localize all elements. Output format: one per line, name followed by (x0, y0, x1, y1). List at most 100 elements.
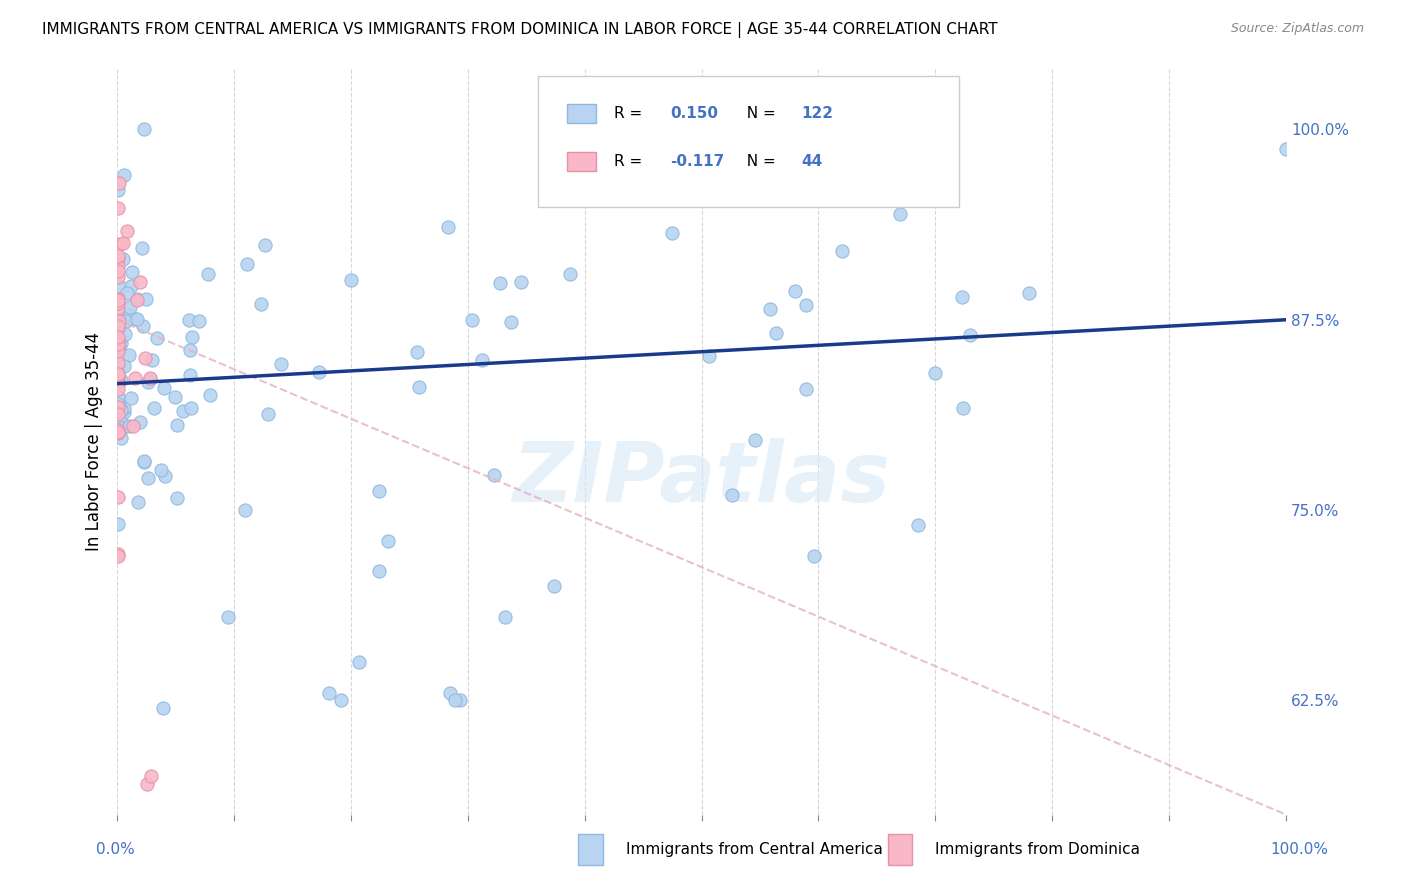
Point (118, 348, 141, 362)
Point (794, 382, 817, 396)
Point (107, 301, 129, 315)
Point (270, 357, 292, 371)
Point (180, 329, 202, 343)
Point (721, 488, 744, 502)
Point (107, 370, 129, 384)
Point (329, 693, 352, 707)
Point (501, 315, 523, 329)
Point (449, 693, 471, 707)
Point (408, 379, 430, 393)
Point (783, 284, 806, 298)
Point (179, 343, 201, 358)
Point (131, 241, 153, 255)
Point (135, 293, 157, 307)
Point (107, 423, 129, 437)
Point (112, 405, 135, 419)
Point (107, 259, 129, 273)
Point (257, 408, 280, 422)
Point (444, 693, 467, 707)
Point (107, 547, 129, 561)
Point (107, 336, 129, 351)
FancyBboxPatch shape (567, 104, 596, 122)
Point (166, 417, 188, 432)
Point (114, 314, 136, 328)
Point (110, 416, 132, 430)
Point (107, 319, 129, 334)
Point (107, 490, 129, 504)
Point (122, 419, 145, 434)
Point (510, 275, 533, 289)
Point (165, 390, 187, 404)
Point (110, 431, 132, 445)
Point (488, 277, 510, 291)
Point (107, 291, 129, 305)
Point (120, 279, 142, 293)
Point (952, 401, 974, 416)
Point (179, 368, 201, 383)
Point (107, 330, 129, 344)
Point (107, 368, 129, 382)
Point (233, 503, 256, 517)
Point (308, 366, 330, 380)
Text: Source: ZipAtlas.com: Source: ZipAtlas.com (1230, 22, 1364, 36)
Point (172, 404, 194, 418)
Point (107, 382, 129, 396)
FancyBboxPatch shape (538, 76, 959, 207)
Point (136, 375, 159, 389)
Point (118, 419, 141, 434)
Point (950, 290, 973, 304)
Point (110, 335, 132, 350)
Point (132, 122, 155, 136)
Point (831, 244, 853, 259)
Point (111, 313, 134, 327)
Point (143, 401, 166, 416)
Text: N =: N = (737, 154, 780, 169)
Point (108, 398, 131, 412)
Point (112, 235, 135, 250)
Point (107, 407, 129, 421)
Point (198, 387, 221, 401)
Point (543, 579, 565, 593)
Point (107, 403, 129, 417)
Point (139, 371, 162, 385)
Point (108, 310, 131, 324)
Point (340, 273, 363, 287)
Point (107, 342, 129, 356)
Point (129, 275, 152, 289)
Point (108, 280, 131, 294)
Point (139, 372, 162, 386)
Point (217, 609, 239, 624)
Point (107, 549, 129, 564)
Point (112, 168, 135, 182)
Point (107, 331, 129, 345)
Point (107, 251, 129, 265)
Point (107, 270, 129, 285)
Point (924, 367, 946, 381)
Point (107, 375, 129, 389)
Point (347, 655, 370, 669)
Point (107, 400, 129, 414)
Point (107, 292, 129, 306)
Point (110, 372, 132, 386)
Point (318, 686, 340, 700)
Point (405, 345, 427, 359)
Point (115, 224, 138, 238)
Point (107, 426, 129, 441)
Point (110, 415, 132, 429)
Point (107, 397, 129, 411)
Point (107, 293, 129, 308)
Text: Immigrants from Dominica: Immigrants from Dominica (935, 842, 1140, 856)
Text: ZIPatlas: ZIPatlas (513, 438, 890, 519)
Point (609, 178, 631, 193)
Text: -0.117: -0.117 (671, 154, 724, 169)
Point (439, 686, 461, 700)
Point (118, 300, 141, 314)
Point (136, 777, 159, 791)
Point (124, 370, 146, 384)
Point (134, 453, 156, 467)
Point (461, 313, 484, 327)
Point (107, 201, 129, 215)
Point (744, 434, 766, 448)
Point (1018, 285, 1040, 300)
Point (482, 468, 505, 483)
